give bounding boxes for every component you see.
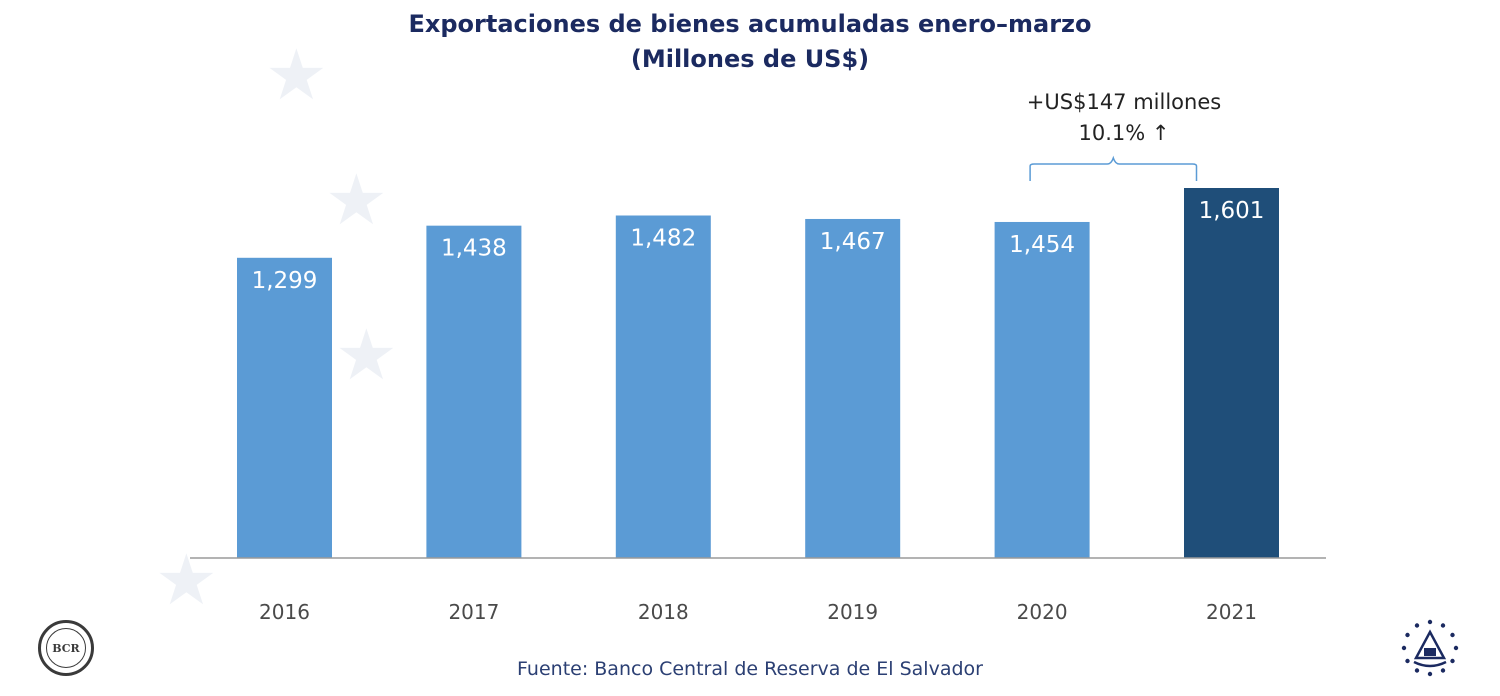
x-tick-label-2018: 2018 (638, 600, 689, 624)
bar-2018 (615, 215, 711, 558)
source-note: Fuente: Banco Central de Reserva de El S… (517, 658, 983, 680)
bars-group (237, 188, 1279, 558)
bar-value-label-2016: 1,299 (252, 268, 318, 294)
background-star-icon: ★ (265, 34, 328, 116)
change-annotation-amount: +US$147 millones (1027, 90, 1221, 114)
x-tick-label-2016: 2016 (259, 600, 310, 624)
chart-title: Exportaciones de bienes acumuladas enero… (408, 10, 1092, 38)
bar-value-label-2019: 1,467 (820, 229, 886, 255)
bar-value-label-2017: 1,438 (441, 236, 507, 262)
bar-value-label-2020: 1,454 (1009, 232, 1075, 258)
bcr-seal-monogram: BCR (46, 628, 86, 668)
background-star-icon: ★ (325, 159, 388, 241)
background-star-icon: ★ (335, 314, 398, 396)
background-star-icon: ★ (155, 539, 218, 621)
el-salvador-emblem-icon (1401, 619, 1459, 677)
labels-group: 1,299 2016 1,438 2017 1,482 2018 1,467 2019 1,45… (252, 198, 1265, 624)
x-tick-label-2019: 2019 (827, 600, 878, 624)
bcr-seal-icon: BCR (38, 620, 94, 676)
change-bracket (1029, 155, 1198, 181)
bar-value-label-2018: 1,482 (630, 226, 696, 252)
x-tick-label-2017: 2017 (448, 600, 499, 624)
bar-2020 (994, 221, 1090, 558)
bar-2019 (805, 218, 901, 558)
x-tick-label-2021: 2021 (1206, 600, 1257, 624)
change-annotation-percent: 10.1% ↑ (1079, 121, 1170, 145)
bar-2021 (1184, 188, 1279, 558)
x-tick-label-2020: 2020 (1017, 600, 1068, 624)
bar-2016 (237, 257, 332, 558)
bar-value-label-2021: 1,601 (1199, 198, 1265, 224)
bar-2017 (426, 225, 522, 558)
chart-subtitle: (Millones de US$) (630, 45, 870, 73)
